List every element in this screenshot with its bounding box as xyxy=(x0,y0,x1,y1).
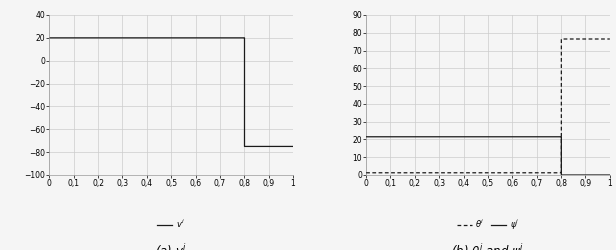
Text: (b) $\theta^i$ and $\psi^i$: (b) $\theta^i$ and $\psi^i$ xyxy=(452,242,525,250)
Legend: $\theta^i$, $\psi^i$: $\theta^i$, $\psi^i$ xyxy=(453,214,522,236)
Legend: $v^i$: $v^i$ xyxy=(154,214,188,234)
Text: (a) $v^i$: (a) $v^i$ xyxy=(155,242,187,250)
